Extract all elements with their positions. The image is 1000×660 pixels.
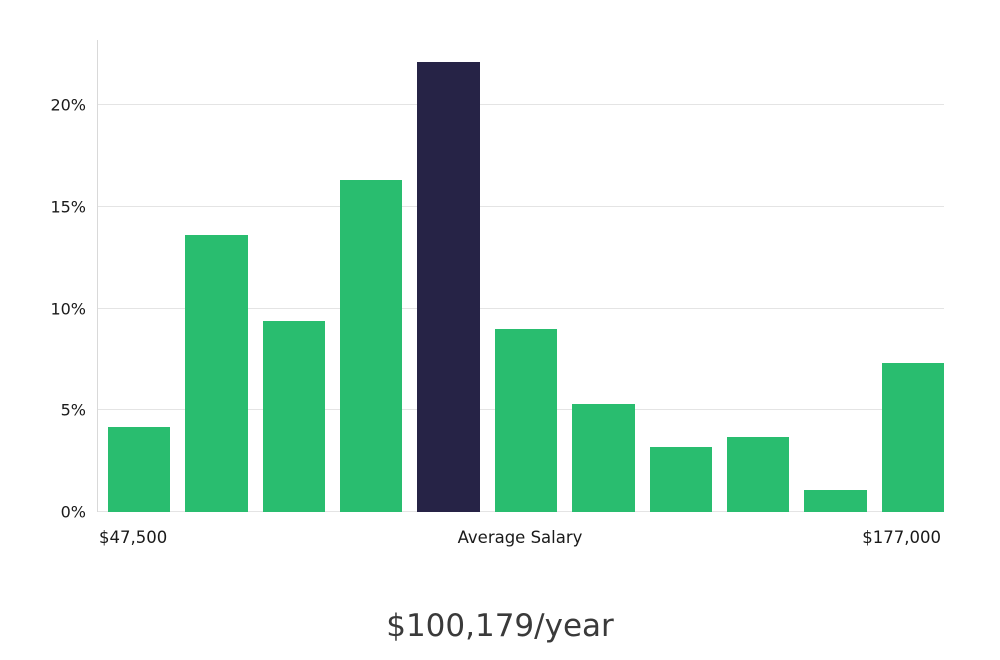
gridline-15% bbox=[98, 205, 944, 207]
bar bbox=[804, 489, 867, 512]
bar bbox=[881, 363, 944, 512]
y-axis-tick-label: 20% bbox=[50, 95, 86, 115]
bar-highlighted-average bbox=[417, 62, 480, 512]
y-axis-tick-label: 0% bbox=[60, 502, 86, 522]
plot-area: 0% 5% 10% 15% 20% bbox=[50, 40, 944, 522]
x-axis-label-average-salary: Average Salary bbox=[457, 528, 583, 547]
bar bbox=[572, 404, 635, 512]
y-axis-tick-label: 5% bbox=[60, 400, 86, 420]
bar bbox=[726, 436, 790, 512]
x-axis-label-min-salary: $47,500 bbox=[99, 528, 168, 547]
bar-series bbox=[98, 40, 944, 512]
bar bbox=[108, 426, 171, 512]
x-axis: $47,500 Average Salary $177,000 bbox=[97, 528, 943, 552]
average-salary-title: $100,179/year bbox=[386, 608, 614, 644]
y-axis-tick-label: 15% bbox=[50, 197, 86, 217]
bar bbox=[262, 320, 326, 512]
gridline-20% bbox=[98, 104, 944, 106]
gridline-10% bbox=[98, 307, 944, 309]
bar bbox=[340, 180, 403, 512]
y-axis-tick-label: 10% bbox=[50, 299, 86, 319]
x-axis-label-max-salary: $177,000 bbox=[862, 528, 941, 547]
bar bbox=[494, 328, 558, 512]
bar bbox=[649, 446, 712, 512]
bar bbox=[185, 235, 248, 512]
